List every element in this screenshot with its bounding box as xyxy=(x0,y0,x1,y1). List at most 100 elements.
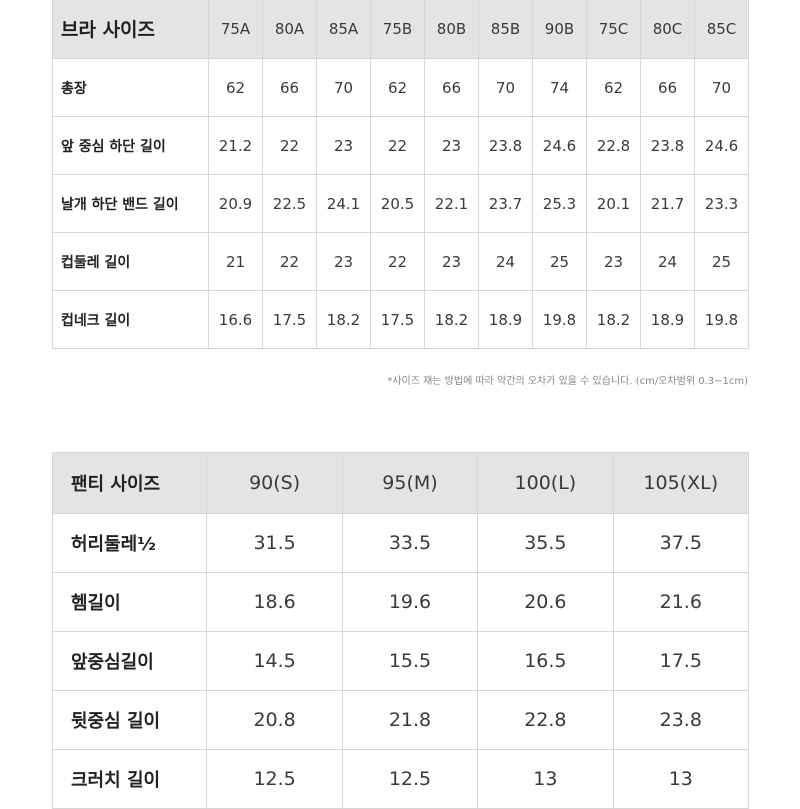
measurement-cell: 25 xyxy=(694,232,749,291)
measurement-cell: 22 xyxy=(262,232,317,291)
table-title: 브라 사이즈 xyxy=(52,0,209,59)
measurement-cell: 62 xyxy=(208,58,263,117)
measurement-cell: 23 xyxy=(586,232,641,291)
measurement-cell: 23 xyxy=(424,232,479,291)
size-header: 80C xyxy=(640,0,695,59)
measurement-cell: 31.5 xyxy=(206,513,343,573)
measurement-cell: 22 xyxy=(262,116,317,175)
measurement-cell: 23 xyxy=(316,232,371,291)
measurement-cell: 62 xyxy=(370,58,425,117)
size-header: 90B xyxy=(532,0,587,59)
measurement-cell: 23.7 xyxy=(478,174,533,233)
measurement-cell: 18.9 xyxy=(640,290,695,349)
size-header: 80B xyxy=(424,0,479,59)
table-row: 헴길이 18.6 19.6 20.6 21.6 xyxy=(51,572,750,632)
measurement-cell: 66 xyxy=(640,58,695,117)
size-header: 75A xyxy=(208,0,263,59)
measurement-cell: 23.8 xyxy=(612,690,750,750)
measurement-cell: 22.5 xyxy=(262,174,317,233)
measurement-cell: 66 xyxy=(424,58,479,117)
measurement-cell: 35.5 xyxy=(477,513,614,573)
table-row: 앞 중심 하단 길이 21.2 22 23 22 23 23.8 24.6 22.8 23.8 24… xyxy=(52,116,749,175)
measurement-cell: 20.9 xyxy=(208,174,263,233)
row-label: 앞중심길이 xyxy=(51,631,208,691)
measurement-cell: 24.6 xyxy=(694,116,749,175)
measurement-cell: 20.8 xyxy=(206,690,343,750)
measurement-cell: 17.5 xyxy=(262,290,317,349)
measurement-cell: 18.9 xyxy=(478,290,533,349)
measurement-cell: 23.3 xyxy=(694,174,749,233)
measurement-cell: 13 xyxy=(477,749,614,809)
table-row: 총장 62 66 70 62 66 70 74 62 66 70 xyxy=(52,58,749,117)
measurement-cell: 20.5 xyxy=(370,174,425,233)
row-label: 허리둘레½ xyxy=(51,513,208,573)
measurement-cell: 24 xyxy=(640,232,695,291)
measurement-cell: 14.5 xyxy=(206,631,343,691)
measurement-cell: 12.5 xyxy=(206,749,343,809)
table-row: 허리둘레½ 31.5 33.5 35.5 37.5 xyxy=(51,513,750,573)
measurement-cell: 22 xyxy=(370,232,425,291)
measurement-cell: 16.6 xyxy=(208,290,263,349)
measurement-cell: 19.6 xyxy=(341,572,479,632)
measurement-cell: 21.6 xyxy=(612,572,750,632)
table-row: 날개 하단 밴드 길이 20.9 22.5 24.1 20.5 22.1 23.7 25.3 2… xyxy=(52,174,749,233)
size-header: 100(L) xyxy=(477,452,614,514)
table-row: 컵네크 길이 16.6 17.5 18.2 17.5 18.2 18.9 19.8 18.2 18… xyxy=(52,290,749,349)
measurement-cell: 18.2 xyxy=(424,290,479,349)
measurement-cell: 18.2 xyxy=(586,290,641,349)
size-header: 75C xyxy=(586,0,641,59)
measurement-cell: 22.1 xyxy=(424,174,479,233)
measurement-cell: 21 xyxy=(208,232,263,291)
size-header: 105(XL) xyxy=(612,452,750,514)
measurement-cell: 23.8 xyxy=(640,116,695,175)
size-header: 80A xyxy=(262,0,317,59)
measurement-cell: 23 xyxy=(424,116,479,175)
measurement-cell: 74 xyxy=(532,58,587,117)
size-header: 95(M) xyxy=(341,452,479,514)
row-label: 앞 중심 하단 길이 xyxy=(52,116,209,175)
measurement-cell: 13 xyxy=(612,749,750,809)
measurement-cell: 24.6 xyxy=(532,116,587,175)
measurement-cell: 21.8 xyxy=(341,690,479,750)
measurement-cell: 70 xyxy=(694,58,749,117)
measurement-cell: 22.8 xyxy=(477,690,614,750)
measurement-cell: 70 xyxy=(478,58,533,117)
table-row: 앞중심길이 14.5 15.5 16.5 17.5 xyxy=(51,631,750,691)
row-label: 헴길이 xyxy=(51,572,208,632)
row-label: 뒷중심 길이 xyxy=(51,690,208,750)
measurement-cell: 22.8 xyxy=(586,116,641,175)
measurement-cell: 20.6 xyxy=(477,572,614,632)
measurement-cell: 62 xyxy=(586,58,641,117)
measurement-cell: 17.5 xyxy=(612,631,750,691)
row-label: 총장 xyxy=(52,58,209,117)
measurement-cell: 25.3 xyxy=(532,174,587,233)
row-label: 컵네크 길이 xyxy=(52,290,209,349)
size-header: 75B xyxy=(370,0,425,59)
measurement-cell: 70 xyxy=(316,58,371,117)
measurement-cell: 17.5 xyxy=(370,290,425,349)
table-row: 크러치 길이 12.5 12.5 13 13 xyxy=(51,749,750,809)
table-row: 뒷중심 길이 20.8 21.8 22.8 23.8 xyxy=(51,690,750,750)
measurement-cell: 21.7 xyxy=(640,174,695,233)
header-row: 브라 사이즈 75A 80A 85A 75B 80B 85B 90B 75C 80C 85C xyxy=(52,0,749,59)
measurement-cell: 33.5 xyxy=(341,513,479,573)
panty-size-table: 팬티 사이즈 90(S) 95(M) 100(L) 105(XL) 허리둘레½ 31.5 33… xyxy=(51,452,750,809)
measurement-cell: 24 xyxy=(478,232,533,291)
header-row: 팬티 사이즈 90(S) 95(M) 100(L) 105(XL) xyxy=(51,452,750,514)
measurement-cell: 25 xyxy=(532,232,587,291)
row-label: 크러치 길이 xyxy=(51,749,208,809)
measurement-cell: 21.2 xyxy=(208,116,263,175)
bra-size-table: 브라 사이즈 75A 80A 85A 75B 80B 85B 90B 75C 80C 85C 총장 62… xyxy=(52,0,749,349)
measurement-cell: 20.1 xyxy=(586,174,641,233)
measurement-cell: 15.5 xyxy=(341,631,479,691)
measurement-cell: 16.5 xyxy=(477,631,614,691)
size-header: 90(S) xyxy=(206,452,343,514)
measurement-cell: 22 xyxy=(370,116,425,175)
row-label: 컵둘레 길이 xyxy=(52,232,209,291)
measurement-cell: 23 xyxy=(316,116,371,175)
measurement-cell: 19.8 xyxy=(532,290,587,349)
size-header: 85C xyxy=(694,0,749,59)
measurement-cell: 24.1 xyxy=(316,174,371,233)
measurement-cell: 23.8 xyxy=(478,116,533,175)
measurement-cell: 18.2 xyxy=(316,290,371,349)
